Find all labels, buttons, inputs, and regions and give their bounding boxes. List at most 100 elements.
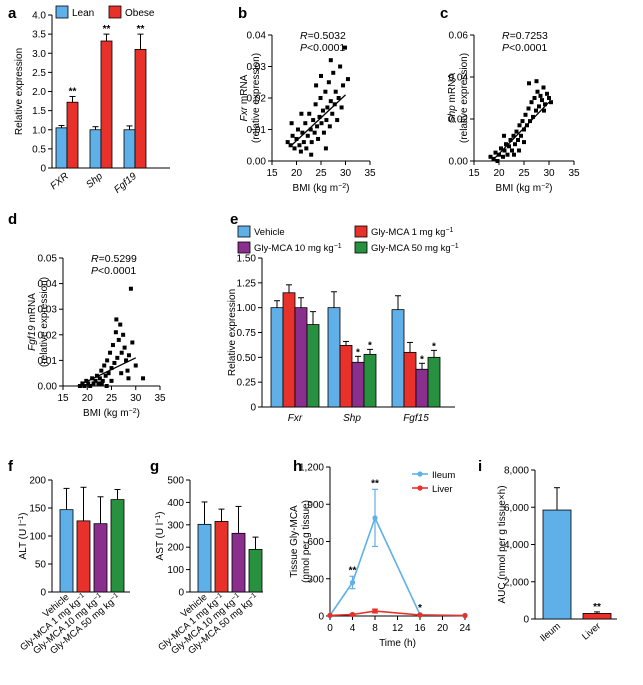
a-bar-obese xyxy=(134,49,147,169)
e-bar xyxy=(363,353,377,408)
d-data-point xyxy=(112,360,117,365)
c-xlabel: BMI (kg m−2) xyxy=(496,183,553,195)
a-ytick-label: 3.5 xyxy=(32,30,46,41)
c-data-point xyxy=(491,156,496,161)
c-data-point xyxy=(499,146,503,151)
c-data-point xyxy=(529,100,534,105)
a-bar-lean xyxy=(55,127,68,169)
f-bar xyxy=(76,520,91,593)
c-ytick-label: 0.04 xyxy=(449,73,469,84)
e-legend-swatch xyxy=(354,225,368,238)
i-ylabel: AUC (nmol per g tissue×h) xyxy=(497,485,508,603)
e-bar xyxy=(270,307,284,408)
c-data-point xyxy=(507,144,511,149)
c-data-point xyxy=(514,129,519,134)
e-bar xyxy=(391,309,405,408)
e-ytick-label: 1.50 xyxy=(237,254,257,265)
c-data-point xyxy=(495,159,500,163)
c-data-point xyxy=(517,148,521,153)
d-data-point xyxy=(82,384,87,388)
e-ylabel-line: Relative expression xyxy=(227,289,238,376)
b-ytick-label: 0.02 xyxy=(247,94,267,105)
b-data-point xyxy=(320,108,325,113)
c-data-point xyxy=(516,138,520,142)
h-data-point xyxy=(417,612,423,618)
b-data-point xyxy=(324,118,329,123)
d-data-point xyxy=(91,381,96,386)
d-ytick-label: 0.00 xyxy=(38,382,58,393)
i-ytick-label: 2,000 xyxy=(504,577,529,588)
c-data-point xyxy=(542,108,546,113)
a-significance: ** xyxy=(69,86,77,97)
h-legend-marker xyxy=(417,485,423,491)
d-ytick-label: 0.04 xyxy=(38,279,58,290)
e-bar xyxy=(306,324,320,408)
d-data-point xyxy=(121,332,126,337)
panel-label-b: b xyxy=(238,5,247,22)
b-p-value: P<0.0001 xyxy=(300,42,345,54)
b-data-point xyxy=(345,77,350,82)
h-xtick-label: 12 xyxy=(392,623,404,634)
h-ytick-label: 900 xyxy=(307,500,324,511)
h-data-point xyxy=(349,579,356,586)
h-significance: ** xyxy=(349,565,357,576)
e-legend-label: Gly-MCA 50 mg kg−1 xyxy=(371,243,459,255)
d-data-point xyxy=(126,376,131,381)
d-data-point xyxy=(116,337,121,342)
b-data-point xyxy=(294,136,299,141)
a-category-label: FXR xyxy=(49,171,71,192)
d-data-point xyxy=(94,373,99,378)
panel-label-d: d xyxy=(8,211,17,228)
h-ylabel: Tissue Gly-MCA (nmol per g tissue) xyxy=(289,500,312,583)
d-data-point xyxy=(130,340,135,345)
h-xtick-label: 24 xyxy=(459,623,471,634)
c-ylabel: Shp mRNA (relative expression) xyxy=(447,53,470,143)
b-data-point xyxy=(336,96,341,100)
a-ytick-label: 1.5 xyxy=(32,106,46,117)
b-xtick-label: 15 xyxy=(266,168,278,179)
c-xtick-label: 15 xyxy=(468,168,480,179)
a-category: Fgf19 xyxy=(112,171,139,196)
i-ytick-label: 6,000 xyxy=(504,503,529,514)
h-ytick-label: 1,200 xyxy=(299,463,324,474)
h-ytick-label: 0 xyxy=(318,612,324,623)
b-data-point xyxy=(323,89,328,94)
d-data-point xyxy=(104,384,109,388)
b-data-point xyxy=(295,127,300,132)
g-ytick-label: 400 xyxy=(167,498,184,509)
a-significance: ** xyxy=(103,24,111,35)
e-category-label: Fgf15 xyxy=(403,413,429,424)
i-category-label: Ileum xyxy=(538,621,563,644)
h-data-point xyxy=(462,613,468,619)
b-ytick-label: 0.03 xyxy=(247,62,267,73)
d-data-point xyxy=(113,330,118,335)
b-data-point xyxy=(311,118,316,123)
a-category-label: Shp xyxy=(84,171,105,191)
i-category: Liver xyxy=(580,621,603,643)
h-xlabel: Time (h) xyxy=(379,638,416,649)
b-data-point xyxy=(299,111,304,116)
d-data-point xyxy=(118,322,123,327)
c-data-point xyxy=(501,154,505,159)
b-data-point xyxy=(313,102,318,107)
i-ytick-label: 8,000 xyxy=(504,466,529,477)
d-data-point xyxy=(122,345,127,350)
c-data-point xyxy=(545,91,549,96)
b-data-point xyxy=(309,140,314,145)
b-data-point xyxy=(323,146,328,151)
c-data-point xyxy=(522,127,526,132)
f-bar xyxy=(59,509,74,593)
e-bar xyxy=(339,345,353,408)
e-significance: * xyxy=(432,341,436,352)
e-significance: * xyxy=(420,354,424,365)
d-data-point xyxy=(108,350,113,355)
h-data-point xyxy=(372,515,378,521)
b-data-point xyxy=(343,45,348,50)
b-data-point xyxy=(290,133,295,138)
d-data-point xyxy=(84,378,89,383)
c-data-point xyxy=(540,98,544,103)
a-ytick-label: 2.0 xyxy=(32,87,46,98)
g-ytick-label: 500 xyxy=(167,476,184,487)
d-ylabel-line: Fgf19 mRNA xyxy=(27,293,38,351)
b-data-point xyxy=(289,121,294,126)
